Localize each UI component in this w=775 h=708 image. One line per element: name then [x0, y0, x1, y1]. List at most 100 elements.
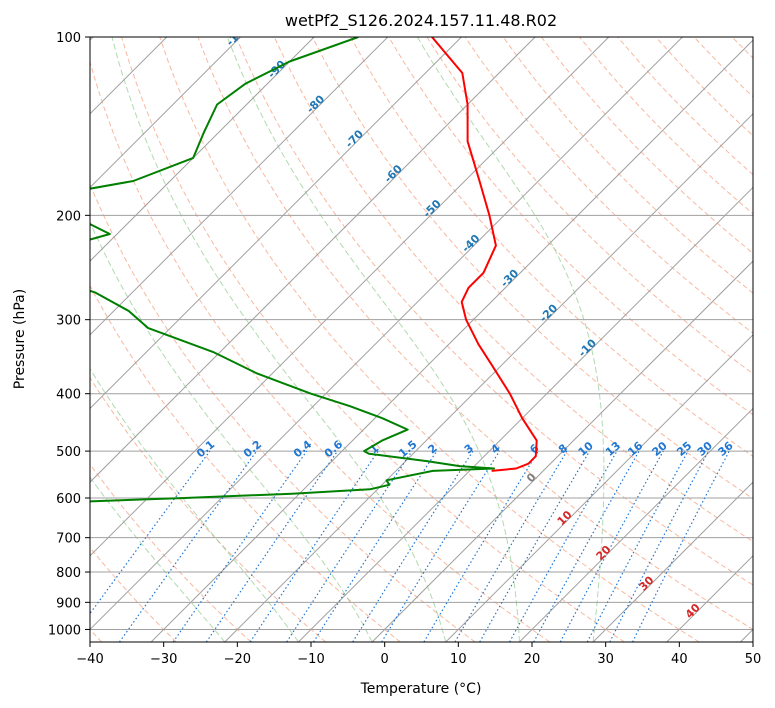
mixing-ratio-line: [312, 450, 438, 642]
y-tick-label: 300: [56, 314, 81, 329]
mixing-ratio-line: [423, 450, 539, 642]
dry-adiabat: [121, 37, 625, 642]
y-tick-label: 400: [56, 388, 81, 403]
dry-adiabat: [90, 463, 252, 642]
x-tick-label: 10: [450, 652, 467, 667]
isotherm-line: [371, 260, 753, 642]
isotherm-label: -20: [537, 301, 560, 324]
y-tick-label: 800: [56, 566, 81, 581]
isotherm-line: [90, 37, 536, 483]
isotherm-line: [445, 334, 753, 642]
mixing-ratio-line: [454, 450, 568, 642]
mixing-ratio-label: 6: [527, 441, 541, 456]
mixing-ratio-label: 4: [488, 441, 502, 456]
dry-adiabat: [388, 37, 753, 416]
mixing-ratio-label: 0.1: [194, 438, 217, 460]
isotherm-line: [666, 555, 753, 642]
y-tick-label: 500: [56, 445, 81, 460]
mixing-ratio-label: 13: [603, 439, 623, 459]
x-tick-label: 40: [671, 652, 688, 667]
chart-title: wetPf2_S126.2024.157.11.48.R02: [285, 11, 557, 31]
mixing-ratio-line: [286, 450, 413, 642]
dry-adiabat: [90, 60, 551, 642]
y-axis-label: Pressure (hPa): [12, 289, 28, 389]
x-tick-label: 20: [524, 652, 541, 667]
isotherm-label: 30: [637, 573, 657, 593]
dry-adiabat: [541, 37, 753, 254]
dry-adiabat: [90, 546, 177, 642]
mixing-ratio-label: 16: [625, 439, 645, 459]
mixing-ratio-line: [249, 450, 379, 642]
x-tick-label: −30: [150, 652, 177, 667]
y-tick-label: 1000: [48, 623, 81, 638]
moist-adiabat: [90, 220, 373, 642]
y-tick-label: 700: [56, 532, 81, 547]
temperature-profile: [431, 37, 538, 472]
isotherm-line: [740, 628, 753, 642]
moist-adiabats: [90, 37, 605, 642]
isotherm-label: -40: [459, 232, 482, 255]
mixing-ratio-lines: [90, 450, 730, 642]
dry-adiabat: [90, 182, 476, 642]
y-tick-label: 200: [56, 209, 81, 224]
dry-adiabat: [311, 37, 753, 500]
isotherm-label: 40: [683, 601, 703, 621]
mixing-ratio-line: [559, 450, 664, 642]
dry-adiabat: [90, 376, 327, 642]
mixing-ratio-labels: 0.1 0.2 0.4 0.6 1 1.5 2 3 4 6 8 10 13 16 20 25 30 36: [194, 438, 736, 461]
isotherm-line: [592, 481, 753, 642]
mixing-ratio-label: 3: [462, 442, 476, 457]
mixing-ratio-line: [533, 450, 640, 642]
mixing-ratio-line: [381, 450, 501, 642]
moist-adiabat: [226, 37, 520, 642]
isotherm-label: -50: [420, 197, 443, 220]
mixing-ratio-label: 0.6: [322, 438, 346, 461]
mixing-ratio-label: 0.4: [291, 438, 315, 461]
mixing-ratio-label: 25: [674, 439, 694, 459]
moist-adiabat: [111, 37, 447, 642]
isotherm-line: [90, 37, 315, 262]
x-tick-label: −10: [297, 652, 324, 667]
dry-adiabat: [235, 37, 753, 586]
dry-adiabat: [350, 37, 753, 458]
x-tick-label: 30: [597, 652, 614, 667]
plot-frame: [89, 36, 754, 643]
x-axis-label: Temperature (°C): [360, 681, 482, 697]
dry-adiabat: [90, 284, 401, 642]
isotherm-line: [224, 113, 753, 642]
dry-adiabat: [693, 37, 753, 98]
mixing-ratio-label: 20: [650, 439, 670, 459]
mixing-ratio-label: 0.2: [241, 438, 264, 460]
dry-adiabat: [502, 37, 753, 294]
dry-adiabat: [197, 37, 753, 630]
dewpoint-profile: [90, 37, 495, 503]
x-tick-label: −40: [76, 652, 103, 667]
dry-adiabats: [90, 37, 753, 642]
dry-adiabat: [617, 37, 753, 176]
y-tick-label: 900: [56, 596, 81, 611]
mixing-ratio-label: 10: [576, 439, 596, 459]
isotherm-line: [90, 37, 389, 336]
x-axis: −40 −30 −20 −10 0 10 20 30 40 50: [76, 642, 761, 667]
mixing-ratio-line: [119, 450, 258, 642]
plot-area: -100-90-80-70-60-50-40-30-20-10010203040…: [90, 37, 753, 642]
isotherm-line: [90, 37, 462, 410]
isotherm-line: [298, 186, 753, 642]
isotherm-label: -10: [576, 336, 599, 359]
mixing-ratio-line: [172, 450, 308, 642]
moist-adiabat: [90, 476, 226, 642]
moist-adiabat: [416, 37, 605, 642]
isotherm-label: -80: [304, 92, 327, 115]
moist-adiabat: [90, 367, 299, 642]
x-tick-label: 50: [745, 652, 762, 667]
isotherms: [90, 37, 753, 642]
isotherm-line: [90, 37, 610, 557]
x-tick-label: −20: [224, 652, 251, 667]
isotherm-line: [519, 407, 753, 642]
pressure-gridlines: [90, 37, 753, 630]
dry-adiabat: [655, 37, 753, 137]
dry-adiabat: [426, 37, 753, 375]
y-tick-label: 100: [56, 31, 81, 46]
isotherm-label: -60: [382, 162, 405, 185]
isotherm-line: [90, 37, 241, 189]
